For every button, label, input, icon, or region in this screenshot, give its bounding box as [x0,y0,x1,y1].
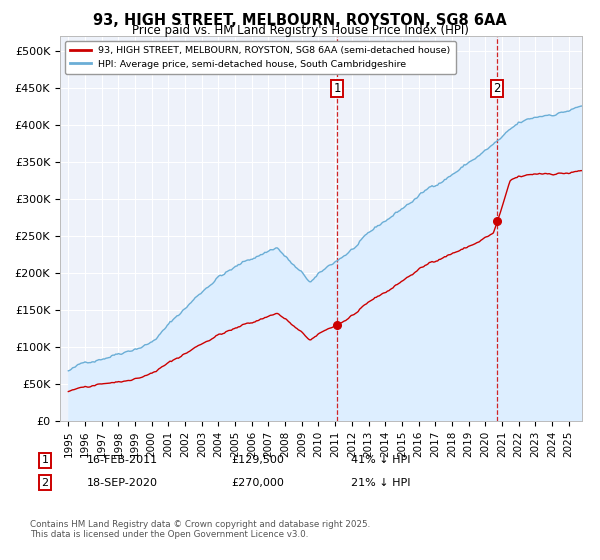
Text: 21% ↓ HPI: 21% ↓ HPI [351,478,410,488]
Text: Contains HM Land Registry data © Crown copyright and database right 2025.
This d: Contains HM Land Registry data © Crown c… [30,520,370,539]
Text: £270,000: £270,000 [231,478,284,488]
Text: 93, HIGH STREET, MELBOURN, ROYSTON, SG8 6AA: 93, HIGH STREET, MELBOURN, ROYSTON, SG8 … [93,13,507,28]
Text: £129,500: £129,500 [231,455,284,465]
Text: 1: 1 [41,455,49,465]
Legend: 93, HIGH STREET, MELBOURN, ROYSTON, SG8 6AA (semi-detached house), HPI: Average : 93, HIGH STREET, MELBOURN, ROYSTON, SG8 … [65,41,455,74]
Text: 16-FEB-2011: 16-FEB-2011 [87,455,158,465]
Text: 2: 2 [41,478,49,488]
Text: 2: 2 [493,82,501,95]
Text: 41% ↓ HPI: 41% ↓ HPI [351,455,410,465]
Text: Price paid vs. HM Land Registry's House Price Index (HPI): Price paid vs. HM Land Registry's House … [131,24,469,37]
Text: 18-SEP-2020: 18-SEP-2020 [87,478,158,488]
Text: 1: 1 [334,82,341,95]
